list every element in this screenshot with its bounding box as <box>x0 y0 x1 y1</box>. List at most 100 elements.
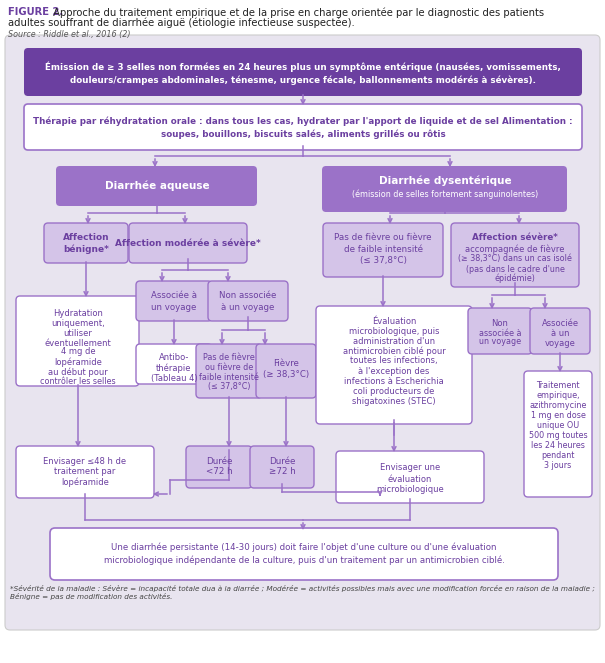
Text: (émission de selles fortement sanguinolentes): (émission de selles fortement sanguinole… <box>352 189 538 199</box>
Text: (pas dans le cadre d'une: (pas dans le cadre d'une <box>466 265 564 274</box>
FancyBboxPatch shape <box>50 528 558 580</box>
Text: Non: Non <box>491 318 508 328</box>
Text: voyage: voyage <box>544 339 575 347</box>
Text: Évaluation: Évaluation <box>372 316 416 326</box>
Text: à un voyage: à un voyage <box>221 302 275 312</box>
Text: un voyage: un voyage <box>479 337 521 347</box>
FancyBboxPatch shape <box>524 371 592 497</box>
Text: Antibo-: Antibo- <box>159 353 189 363</box>
Text: thérapie: thérapie <box>156 363 192 373</box>
FancyBboxPatch shape <box>322 166 567 212</box>
Text: Fièvre: Fièvre <box>273 359 299 369</box>
FancyBboxPatch shape <box>186 446 252 488</box>
FancyBboxPatch shape <box>336 451 484 503</box>
Text: lopéramide: lopéramide <box>54 357 102 367</box>
FancyBboxPatch shape <box>451 223 579 287</box>
Text: les 24 heures: les 24 heures <box>531 442 585 450</box>
Text: faible intensité: faible intensité <box>199 373 259 381</box>
Text: utiliser: utiliser <box>64 328 93 337</box>
Text: shigatoxines (STEC): shigatoxines (STEC) <box>352 396 436 406</box>
Text: Envisager ≤48 h de: Envisager ≤48 h de <box>44 457 126 467</box>
FancyBboxPatch shape <box>24 104 582 150</box>
Text: (≥ 38,3°C): (≥ 38,3°C) <box>263 371 309 379</box>
Text: 3 jours: 3 jours <box>544 461 572 471</box>
Text: Associée: Associée <box>541 318 578 328</box>
Text: Pas de fièvre: Pas de fièvre <box>203 353 255 363</box>
FancyBboxPatch shape <box>196 344 262 398</box>
Text: azithromycine: azithromycine <box>529 402 587 410</box>
Text: un voyage: un voyage <box>151 302 197 312</box>
Text: Source : Riddle et al., 2016 (2): Source : Riddle et al., 2016 (2) <box>8 30 131 39</box>
Text: de faible intensité: de faible intensité <box>344 245 422 253</box>
FancyBboxPatch shape <box>530 308 590 354</box>
FancyBboxPatch shape <box>256 344 316 398</box>
Text: unique OU: unique OU <box>537 422 579 430</box>
Text: à un: à un <box>551 328 569 337</box>
Text: (≥ 38,3°C) dans un cas isolé: (≥ 38,3°C) dans un cas isolé <box>458 255 572 263</box>
Text: douleurs/crampes abdominales, ténesme, urgence fécale, ballonnements modérés à s: douleurs/crampes abdominales, ténesme, u… <box>70 75 536 85</box>
Text: Une diarrhée persistante (14-30 jours) doit faire l'objet d'une culture ou d'une: Une diarrhée persistante (14-30 jours) d… <box>111 542 497 552</box>
Text: pendant: pendant <box>541 452 575 461</box>
Text: toutes les infections,: toutes les infections, <box>350 357 438 365</box>
Text: lopéramide: lopéramide <box>61 477 109 487</box>
Text: ou fièvre de: ou fièvre de <box>205 363 253 373</box>
Text: au début pour: au début pour <box>48 367 108 377</box>
Text: 500 mg toutes: 500 mg toutes <box>529 432 587 440</box>
FancyBboxPatch shape <box>250 446 314 488</box>
Text: accompagnée de fièvre: accompagnée de fièvre <box>465 244 564 254</box>
FancyBboxPatch shape <box>468 308 532 354</box>
Text: épidémie): épidémie) <box>494 273 535 282</box>
Text: Diarrhée aqueuse: Diarrhée aqueuse <box>105 181 209 191</box>
Text: Traitement: Traitement <box>536 381 580 391</box>
FancyBboxPatch shape <box>16 446 154 498</box>
Text: Durée: Durée <box>269 457 295 465</box>
FancyBboxPatch shape <box>208 281 288 321</box>
Text: Hydratation: Hydratation <box>53 308 103 318</box>
Text: infections à Escherichia: infections à Escherichia <box>344 377 444 385</box>
Text: Durée: Durée <box>206 457 232 465</box>
Text: antimicrobien ciblé pour: antimicrobien ciblé pour <box>342 346 445 356</box>
Text: microbiologique: microbiologique <box>376 485 444 493</box>
Text: (≤ 37,8°C): (≤ 37,8°C) <box>359 255 407 265</box>
Text: coli producteurs de: coli producteurs de <box>353 387 434 396</box>
FancyBboxPatch shape <box>316 306 472 424</box>
Text: contrôler les selles: contrôler les selles <box>40 377 116 385</box>
Text: empirique,: empirique, <box>536 391 580 400</box>
FancyBboxPatch shape <box>24 48 582 96</box>
FancyBboxPatch shape <box>323 223 443 277</box>
FancyBboxPatch shape <box>129 223 247 263</box>
Text: (Tableau 4): (Tableau 4) <box>151 373 197 383</box>
Text: 4 mg de: 4 mg de <box>60 347 96 357</box>
Text: Pas de fièvre ou fièvre: Pas de fièvre ou fièvre <box>334 233 432 243</box>
Text: microbiologique indépendante de la culture, puis d'un traitement par un antimicr: microbiologique indépendante de la cultu… <box>103 555 505 565</box>
Text: Affection: Affection <box>63 233 110 241</box>
Text: microbiologique, puis: microbiologique, puis <box>348 326 439 335</box>
Text: adultes souffrant de diarrhée aiguë (étiologie infectieuse suspectée).: adultes souffrant de diarrhée aiguë (éti… <box>8 18 355 29</box>
Text: Approche du traitement empirique et de la prise en charge orientée par le diagno: Approche du traitement empirique et de l… <box>50 7 544 17</box>
Text: <72 h: <72 h <box>206 467 232 477</box>
FancyBboxPatch shape <box>44 223 128 263</box>
Text: Thérapie par réhydratation orale : dans tous les cas, hydrater par l'apport de l: Thérapie par réhydratation orale : dans … <box>33 116 573 126</box>
Text: Diarrhée dysentérique: Diarrhée dysentérique <box>379 176 511 186</box>
Text: ≥72 h: ≥72 h <box>269 467 295 477</box>
Text: Envisager une: Envisager une <box>380 463 440 473</box>
Text: évaluation: évaluation <box>388 475 432 483</box>
Text: soupes, bouillons, biscuits salés, aliments grillés ou rôtis: soupes, bouillons, biscuits salés, alime… <box>160 129 445 139</box>
FancyBboxPatch shape <box>5 35 600 630</box>
FancyBboxPatch shape <box>136 281 212 321</box>
FancyBboxPatch shape <box>136 344 212 384</box>
Text: (≤ 37,8°C): (≤ 37,8°C) <box>208 383 250 391</box>
FancyBboxPatch shape <box>56 166 257 206</box>
Text: uniquement,: uniquement, <box>51 318 105 328</box>
Text: administration d'un: administration d'un <box>353 337 435 345</box>
Text: éventuellement: éventuellement <box>45 339 111 347</box>
Text: Affection sévère*: Affection sévère* <box>472 233 558 243</box>
Text: *Sévérité de la maladie : Sévère = incapacité totale dua à la diarrée ; Modérée : *Sévérité de la maladie : Sévère = incap… <box>10 585 595 600</box>
Text: 1 mg en dose: 1 mg en dose <box>531 412 586 420</box>
Text: Émission de ≥ 3 selles non formées en 24 heures plus un symptôme entérique (naus: Émission de ≥ 3 selles non formées en 24… <box>45 62 561 72</box>
Text: à l'exception des: à l'exception des <box>358 367 430 375</box>
Text: FIGURE 2.: FIGURE 2. <box>8 7 64 17</box>
Text: associée à: associée à <box>479 328 522 337</box>
Text: traitement par: traitement par <box>54 467 116 477</box>
Text: Affection modérée à sévère*: Affection modérée à sévère* <box>115 239 261 247</box>
